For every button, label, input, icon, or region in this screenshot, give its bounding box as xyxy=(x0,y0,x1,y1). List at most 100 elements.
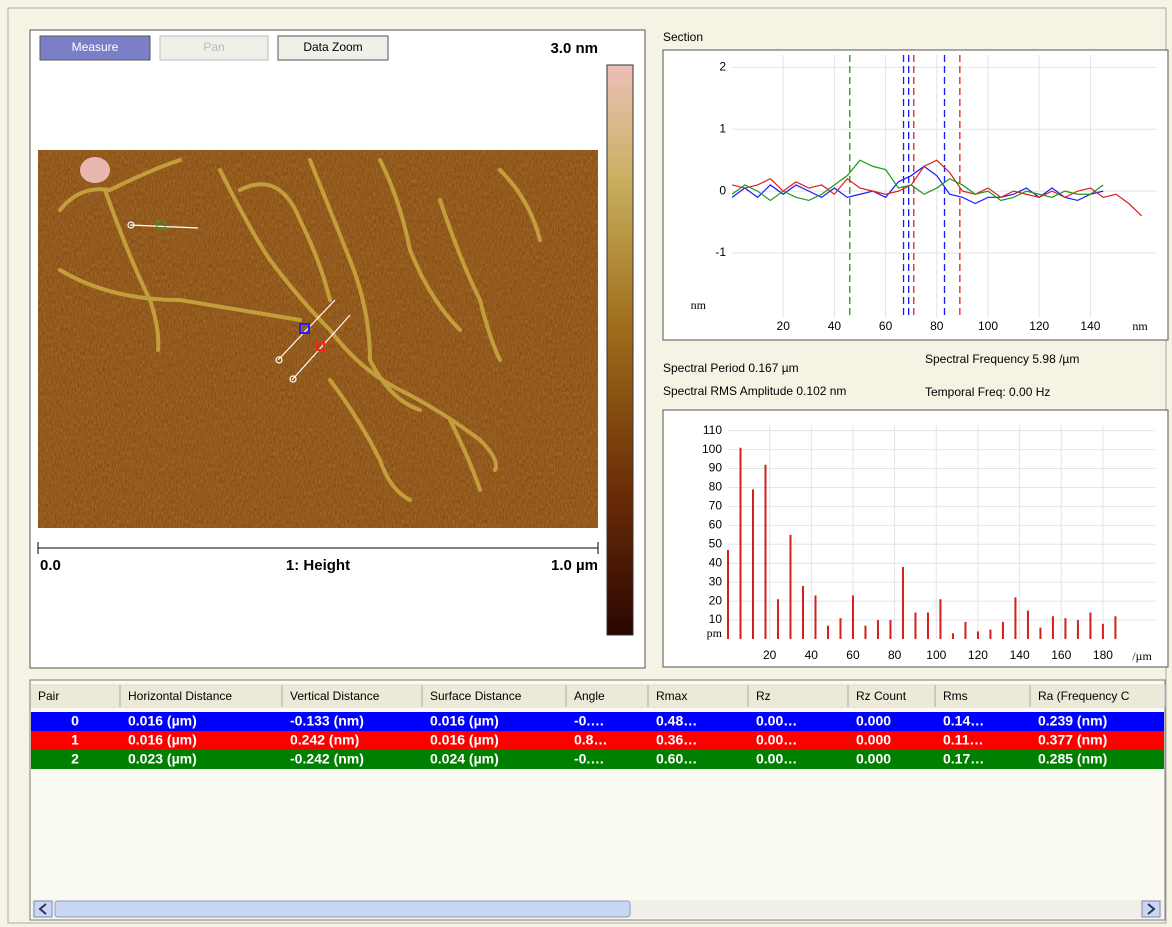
bar xyxy=(1077,620,1079,639)
scroll-right[interactable] xyxy=(1142,901,1160,917)
bar xyxy=(727,550,729,639)
bar xyxy=(1027,611,1029,639)
y-tick-label: 2 xyxy=(719,60,726,74)
bar xyxy=(852,595,854,639)
button-label: Data Zoom xyxy=(303,40,362,54)
bar xyxy=(752,489,754,639)
table-cell: 0.285 (nm) xyxy=(1038,751,1107,767)
bar xyxy=(902,567,904,639)
x-tick-label: 40 xyxy=(805,648,819,662)
table-cell: 0.17… xyxy=(943,751,984,767)
color-bar xyxy=(607,65,633,635)
table-cell: 0 xyxy=(71,713,79,729)
temporal-freq: Temporal Freq: 0.00 Hz xyxy=(925,385,1050,399)
y-tick-label: 70 xyxy=(709,499,723,513)
table-cell: 0.016 (µm) xyxy=(128,713,197,729)
bar xyxy=(1089,612,1091,639)
table-cell: 0.00… xyxy=(756,732,797,748)
bar xyxy=(952,633,954,639)
table-cell: 0.242 (nm) xyxy=(290,732,359,748)
table-cell: 0.8… xyxy=(574,732,607,748)
y-tick-label: 20 xyxy=(709,593,723,607)
bar xyxy=(1002,622,1004,639)
y-unit: nm xyxy=(691,298,707,312)
spectral-frequency: Spectral Frequency 5.98 /µm xyxy=(925,352,1079,366)
table-cell: 1 xyxy=(71,732,79,748)
afm-image xyxy=(38,150,598,528)
bar xyxy=(827,626,829,639)
spectral-period: Spectral Period 0.167 µm xyxy=(663,361,799,375)
table-cell: 0.000 xyxy=(856,713,891,729)
y-tick-label: 100 xyxy=(702,442,722,456)
column-header: Rms xyxy=(943,689,968,703)
bar xyxy=(989,630,991,639)
bar xyxy=(802,586,804,639)
column-header: Rz xyxy=(756,689,771,703)
spectral-rms: Spectral RMS Amplitude 0.102 nm xyxy=(663,384,846,398)
bar xyxy=(1014,597,1016,639)
y-tick-label: 110 xyxy=(703,423,722,437)
table-cell: -0.242 (nm) xyxy=(290,751,364,767)
y-tick-label: 50 xyxy=(709,536,723,550)
particle xyxy=(80,157,110,183)
x-tick-label: 120 xyxy=(1029,319,1049,333)
button-label: Measure xyxy=(72,40,119,54)
axis-start: 0.0 xyxy=(40,557,61,574)
table-cell: 0.023 (µm) xyxy=(128,751,197,767)
x-unit: nm xyxy=(1132,319,1148,333)
bar xyxy=(1114,616,1116,639)
bar xyxy=(1102,624,1104,639)
table-cell: 0.36… xyxy=(656,732,697,748)
image-noise xyxy=(38,150,598,528)
bar xyxy=(864,626,866,639)
column-header: Rz Count xyxy=(856,689,907,703)
table-cell: 0.11… xyxy=(943,732,983,748)
x-unit: /µm xyxy=(1132,649,1152,663)
table-cell: 0.14… xyxy=(943,713,984,729)
table-cell: 2 xyxy=(71,751,79,767)
x-tick-label: 100 xyxy=(926,648,946,662)
x-tick-label: 60 xyxy=(879,319,893,333)
table-cell: -0.133 (nm) xyxy=(290,713,364,729)
column-header: Ra (Frequency C xyxy=(1038,689,1130,703)
table-cell: 0.016 (µm) xyxy=(430,713,499,729)
y-tick-label: 90 xyxy=(709,461,723,475)
app-window: Measure Pan Data Zoom 3.0 nm xyxy=(0,0,1172,927)
table-cell: 0.016 (µm) xyxy=(128,732,197,748)
table-cell: -0.… xyxy=(574,751,604,767)
y-tick-label: 40 xyxy=(709,555,723,569)
table-cell: 0.016 (µm) xyxy=(430,732,499,748)
channel-label: 1: Height xyxy=(286,557,350,574)
table-cell: -0.… xyxy=(574,713,604,729)
table-cell: 0.48… xyxy=(656,713,697,729)
bar xyxy=(1039,628,1041,639)
bar xyxy=(814,595,816,639)
y-tick-label: 10 xyxy=(709,612,723,626)
table-cell: 0.60… xyxy=(656,751,697,767)
bar xyxy=(1052,616,1054,639)
page: Measure Pan Data Zoom 3.0 nm xyxy=(0,0,1172,927)
x-tick-label: 180 xyxy=(1093,648,1113,662)
color-scale-max: 3.0 nm xyxy=(550,40,598,57)
y-tick-label: 1 xyxy=(719,121,726,135)
scroll-left[interactable] xyxy=(34,901,52,917)
y-tick-label: 80 xyxy=(709,480,723,494)
table-cell: 0.377 (nm) xyxy=(1038,732,1107,748)
column-header: Horizontal Distance xyxy=(128,689,232,703)
scroll-thumb[interactable] xyxy=(55,901,630,917)
bar xyxy=(964,622,966,639)
column-header: Vertical Distance xyxy=(290,689,380,703)
x-tick-label: 40 xyxy=(828,319,842,333)
bar xyxy=(939,599,941,639)
bar xyxy=(877,620,879,639)
table-cell: 0.00… xyxy=(756,751,797,767)
x-tick-label: 120 xyxy=(968,648,988,662)
x-tick-label: 20 xyxy=(777,319,791,333)
section-title: Section xyxy=(663,30,703,44)
y-tick-label: 0 xyxy=(719,183,726,197)
x-tick-label: 140 xyxy=(1010,648,1030,662)
axis-end: 1.0 µm xyxy=(551,557,598,574)
y-tick-label: 30 xyxy=(709,574,723,588)
column-header: Surface Distance xyxy=(430,689,522,703)
x-tick-label: 80 xyxy=(888,648,902,662)
